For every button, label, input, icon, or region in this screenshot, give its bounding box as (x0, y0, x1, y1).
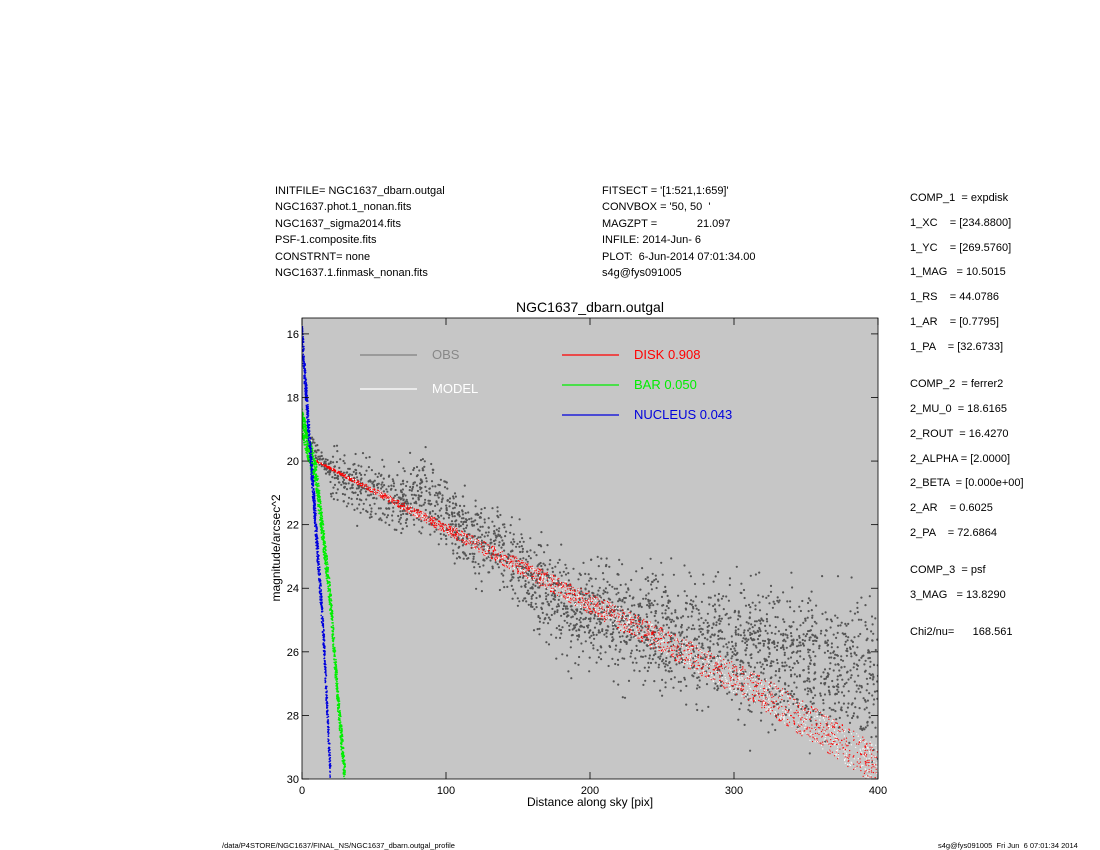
param-2-mu0: 2_MU_0 = 18.6165 (910, 403, 1007, 415)
header-convbox: CONVBOX = '50, 50 ' (602, 201, 711, 213)
header-psf-file: PSF-1.composite.fits (275, 234, 377, 246)
legend: OBS MODEL DISK 0.908 BAR 0.050 NUCLEUS 0.043 (360, 347, 732, 422)
header-constrnt: CONSTRNT= none (275, 251, 371, 263)
series-nucleus (302, 325, 332, 779)
series-bar (302, 408, 346, 779)
param-chi2: Chi2/nu= 168.561 (910, 626, 1013, 638)
y-tick-label: 24 (287, 583, 299, 595)
x-axis-label: Distance along sky [pix] (526, 795, 654, 809)
header-fitsect: FITSECT = '[1:521,1:659]' (602, 185, 729, 197)
param-2-pa: 2_PA = 72.6864 (910, 527, 997, 539)
series-layer (302, 325, 878, 779)
param-3-mag: 3_MAG = 13.8290 (910, 589, 1006, 601)
x-tick-label: 400 (869, 785, 887, 797)
param-1-yc: 1_YC = [269.5760] (910, 242, 1012, 254)
legend-label: NUCLEUS 0.043 (634, 407, 732, 422)
param-comp1: COMP_1 = expdisk (910, 192, 1009, 204)
header-user: s4g@fys091005 (602, 267, 682, 279)
param-1-xc: 1_XC = [234.8800] (910, 217, 1012, 229)
y-tick-label: 16 (287, 329, 299, 341)
y-tick-label: 30 (287, 774, 299, 786)
footer-path: /data/P4STORE/NGC1637/FINAL_NS/NGC1637_d… (222, 841, 455, 850)
param-2-ar: 2_AR = 0.6025 (910, 502, 993, 514)
x-tick-label: 300 (725, 785, 743, 797)
legend-label: MODEL (432, 381, 478, 396)
y-tick-label: 18 (287, 392, 299, 404)
header-phot-file: NGC1637.phot.1_nonan.fits (275, 201, 412, 213)
plot-area (302, 318, 878, 779)
legend-label: OBS (432, 347, 460, 362)
series-obs (305, 431, 878, 763)
legend-label: DISK 0.908 (634, 347, 701, 362)
y-tick-label: 28 (287, 710, 299, 722)
footer-timestamp: s4g@fys091005 Fri Jun 6 07:01:34 2014 (938, 841, 1078, 850)
header-infile: INFILE: 2014-Jun- 6 (602, 234, 702, 246)
param-comp3: COMP_3 = psf (910, 564, 986, 576)
param-2-alpha: 2_ALPHA = [2.0000] (910, 453, 1010, 465)
series-disk (315, 460, 878, 779)
param-1-mag: 1_MAG = 10.5015 (910, 266, 1006, 278)
x-tick-label: 100 (437, 785, 455, 797)
x-tick-label: 200 (581, 785, 599, 797)
header-initfile: INITFILE= NGC1637_dbarn.outgal (275, 185, 445, 197)
chart-title: NGC1637_dbarn.outgal (516, 299, 664, 315)
param-2-rout: 2_ROUT = 16.4270 (910, 428, 1009, 440)
header-plot-date: PLOT: 6-Jun-2014 07:01:34.00 (602, 251, 756, 263)
x-tick-label: 0 (299, 785, 305, 797)
param-comp2: COMP_2 = ferrer2 (910, 378, 1004, 390)
param-2-beta: 2_BETA = [0.000e+00] (910, 477, 1024, 489)
header-magzpt: MAGZPT = 21.097 (602, 218, 731, 230)
header-mask-file: NGC1637.1.finmask_nonan.fits (275, 267, 428, 279)
legend-label: BAR 0.050 (634, 377, 697, 392)
series-model (310, 440, 878, 779)
y-tick-label: 26 (287, 647, 299, 659)
header-sigma-file: NGC1637_sigma2014.fits (275, 218, 401, 230)
axes-layer: 0 100 200 300 400 16 18 20 22 24 26 28 30 (287, 318, 887, 797)
param-1-ar: 1_AR = [0.7795] (910, 316, 999, 328)
y-tick-label: 22 (287, 520, 299, 532)
y-tick-label: 20 (287, 456, 299, 468)
param-1-rs: 1_RS = 44.0786 (910, 291, 999, 303)
param-1-pa: 1_PA = [32.6733] (910, 341, 1004, 353)
